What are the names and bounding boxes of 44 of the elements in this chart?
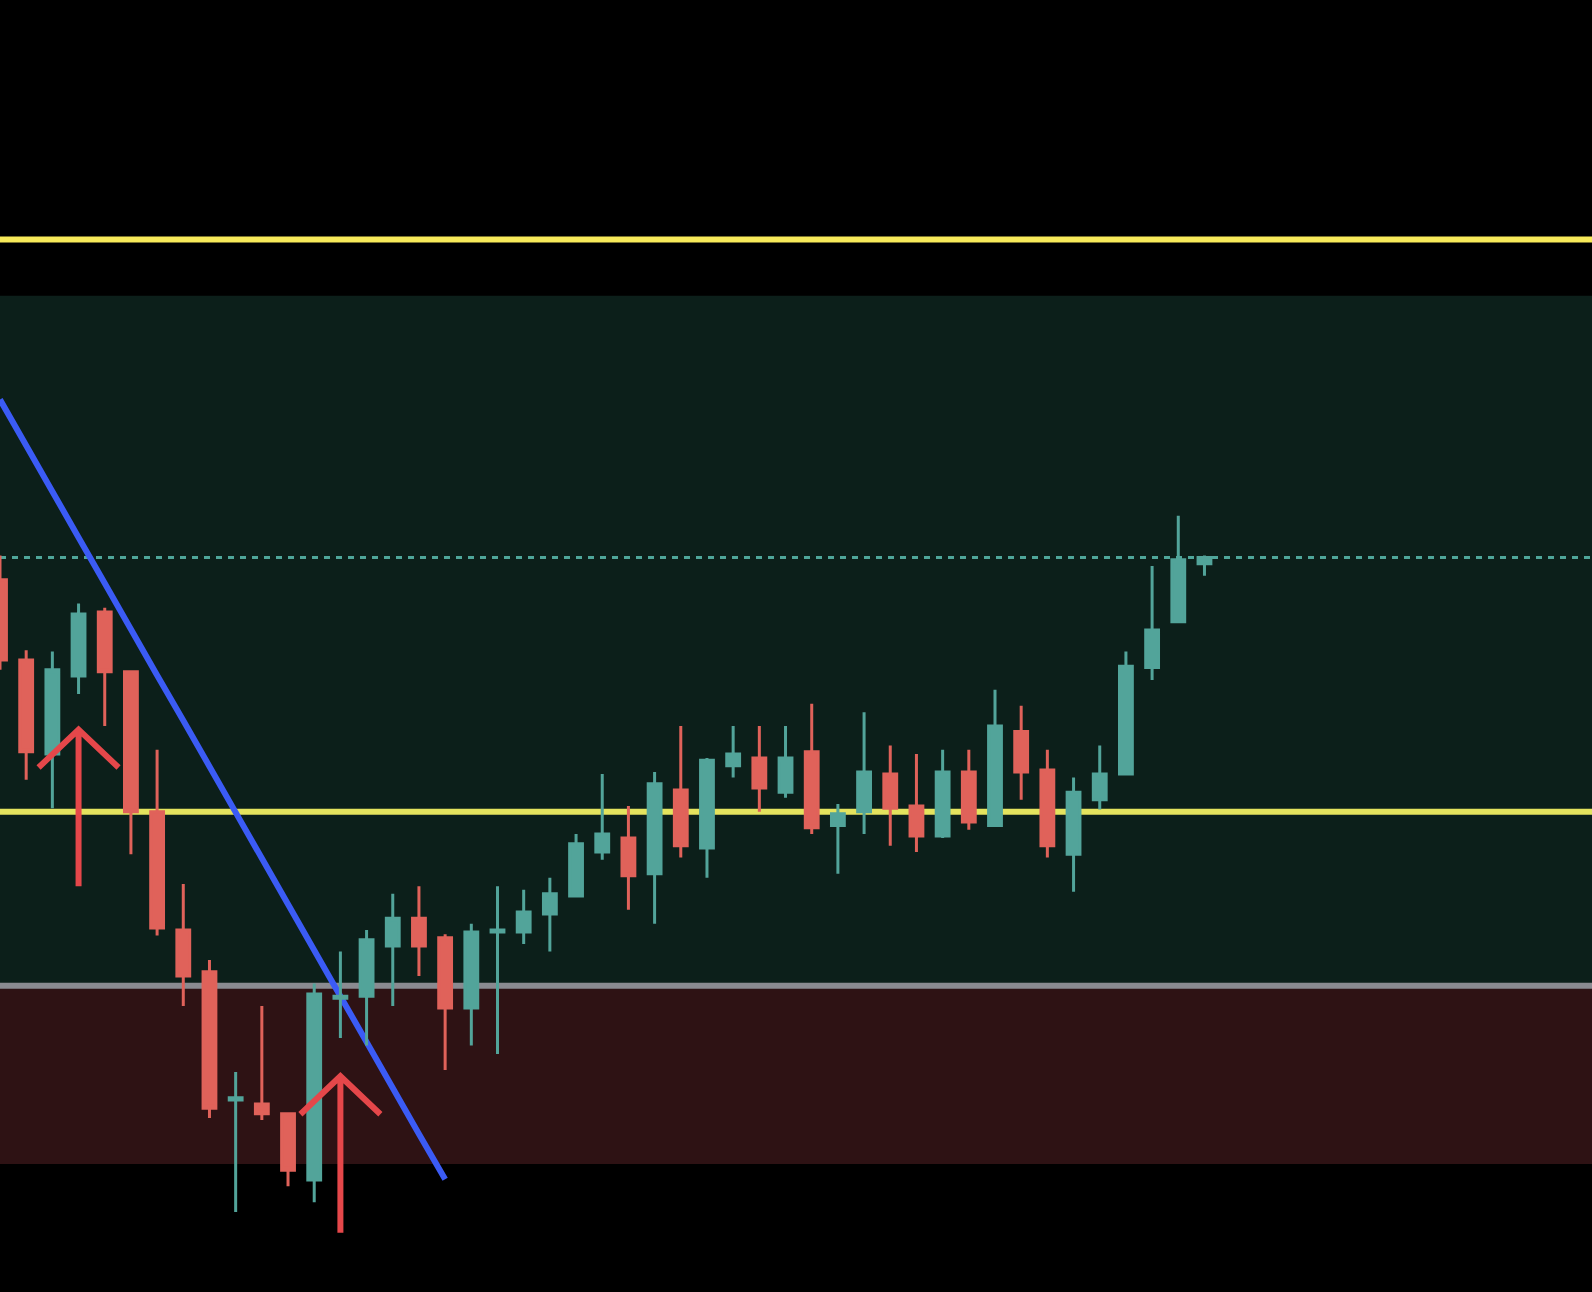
candlestick xyxy=(672,724,689,860)
candlestick xyxy=(620,804,637,912)
candlestick xyxy=(856,710,872,836)
candlestick xyxy=(1039,748,1056,860)
candlestick xyxy=(1013,704,1030,802)
candlestick xyxy=(1091,744,1108,812)
candlestick xyxy=(384,892,401,1008)
candlestick xyxy=(1118,650,1134,776)
candlestick xyxy=(725,724,742,780)
candlestick xyxy=(280,1112,296,1188)
candlestick xyxy=(44,650,61,810)
candlestick xyxy=(829,802,846,876)
candlestick xyxy=(646,770,663,926)
candlestick xyxy=(96,606,113,728)
candlestick xyxy=(123,670,139,856)
candlestick xyxy=(1144,564,1161,682)
candlestick xyxy=(463,922,480,1048)
candlestick xyxy=(358,928,375,1048)
candlestick xyxy=(18,648,35,782)
candlestick xyxy=(175,882,192,1008)
candlestick xyxy=(751,724,768,814)
candlestick xyxy=(594,772,611,862)
candlestick xyxy=(489,884,506,1056)
candlestick xyxy=(515,888,532,946)
candlestick xyxy=(149,748,166,938)
candlestick xyxy=(960,748,977,832)
candlestick xyxy=(1065,776,1082,894)
candlestick xyxy=(201,958,218,1120)
candlestick xyxy=(987,688,1003,828)
candlestick xyxy=(411,884,427,978)
candlestick xyxy=(306,982,323,1204)
candlestick xyxy=(541,876,558,954)
candlestick xyxy=(227,1070,244,1214)
candlestick xyxy=(70,602,87,696)
candlestick xyxy=(568,832,584,898)
candlestick xyxy=(934,748,951,840)
candlestick xyxy=(332,950,349,1040)
candlestick xyxy=(777,724,794,800)
candlestick xyxy=(803,702,820,836)
candlestick xyxy=(437,932,454,1072)
candlestick xyxy=(699,756,715,880)
candlestick xyxy=(908,752,925,854)
candlestick xyxy=(882,744,899,848)
candlestick xyxy=(253,1004,270,1122)
